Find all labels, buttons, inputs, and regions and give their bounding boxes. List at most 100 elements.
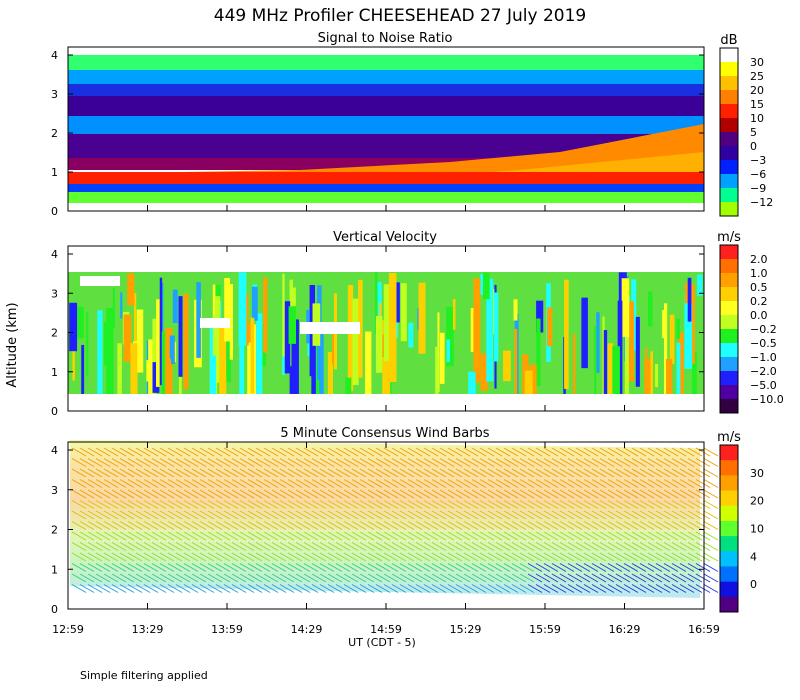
velocity-streak bbox=[692, 351, 697, 394]
wind-barb bbox=[95, 468, 111, 478]
wind-barb bbox=[447, 552, 463, 562]
velocity-streak bbox=[103, 321, 109, 365]
wind-barb bbox=[583, 458, 599, 467]
wind-barb bbox=[351, 531, 367, 541]
wind-barb bbox=[559, 531, 575, 541]
wind-barb bbox=[599, 479, 615, 488]
velocity-streak bbox=[654, 364, 659, 388]
velocity-streak bbox=[547, 307, 553, 347]
wind-barb bbox=[695, 563, 711, 572]
velocity-streak bbox=[446, 339, 451, 362]
wind-barb bbox=[535, 542, 551, 551]
wind-barb bbox=[551, 468, 567, 478]
velocity-streak bbox=[446, 306, 454, 367]
wind-barb bbox=[311, 510, 327, 520]
wind-barb bbox=[87, 468, 103, 478]
wind-barb bbox=[199, 510, 215, 520]
velocity-colorbar-swatch bbox=[720, 329, 738, 344]
velocity-y-tick-label: 4 bbox=[51, 248, 58, 261]
wind-barb bbox=[399, 468, 415, 478]
wind-barb bbox=[687, 510, 703, 520]
wind-barb bbox=[119, 500, 135, 509]
wind-barb bbox=[127, 510, 143, 520]
wind-barb bbox=[375, 542, 391, 551]
wind-barb bbox=[671, 500, 687, 509]
wind-barb bbox=[343, 479, 359, 488]
wind-barb bbox=[423, 489, 439, 499]
velocity-streak bbox=[284, 301, 291, 374]
wind-barb bbox=[567, 531, 583, 541]
wind-barb bbox=[679, 500, 695, 509]
wind-barb bbox=[671, 510, 687, 520]
wind-barb bbox=[423, 510, 439, 520]
wind-barb bbox=[143, 584, 159, 593]
barbs-colorbar-swatch bbox=[720, 596, 738, 613]
wind-barb bbox=[175, 542, 191, 551]
velocity-gap bbox=[200, 318, 230, 328]
wind-barb bbox=[71, 552, 87, 562]
wind-barb bbox=[111, 468, 127, 478]
wind-barb bbox=[439, 447, 455, 457]
wind-barb bbox=[551, 510, 567, 520]
wind-barb bbox=[615, 447, 631, 457]
wind-barb bbox=[239, 552, 255, 562]
wind-barb bbox=[183, 500, 199, 509]
wind-barb bbox=[95, 563, 111, 572]
wind-barb bbox=[215, 584, 231, 593]
wind-barb bbox=[375, 479, 391, 488]
velocity-streak bbox=[127, 273, 135, 306]
wind-barb bbox=[415, 447, 431, 457]
wind-barb bbox=[495, 500, 511, 509]
wind-barb bbox=[655, 489, 671, 499]
wind-barb bbox=[303, 573, 319, 583]
velocity-streak bbox=[648, 291, 653, 327]
wind-barb bbox=[159, 573, 175, 583]
wind-barb bbox=[535, 468, 551, 478]
wind-barb bbox=[495, 479, 511, 488]
wind-barb bbox=[311, 458, 327, 467]
wind-barb bbox=[447, 510, 463, 520]
wind-barb bbox=[359, 479, 375, 488]
wind-barb bbox=[415, 489, 431, 499]
wind-barb bbox=[327, 542, 343, 551]
wind-barb bbox=[335, 447, 351, 457]
wind-barb bbox=[359, 489, 375, 499]
velocity-streak bbox=[327, 352, 334, 394]
wind-barb bbox=[535, 531, 551, 541]
snr-colorbar-label: −9 bbox=[750, 182, 766, 195]
wind-barb bbox=[583, 468, 599, 478]
wind-barb bbox=[127, 584, 143, 593]
barbs-title: 5 Minute Consensus Wind Barbs bbox=[280, 426, 489, 441]
wind-barb bbox=[247, 489, 263, 499]
wind-barb bbox=[471, 584, 487, 593]
wind-barb bbox=[79, 584, 95, 593]
wind-barb bbox=[607, 447, 623, 457]
snr-colorbar-swatch bbox=[720, 76, 738, 91]
wind-barb bbox=[471, 468, 487, 478]
velocity-streak bbox=[483, 272, 490, 300]
x-tick-label: 14:59 bbox=[370, 623, 402, 636]
wind-barb bbox=[431, 563, 447, 572]
wind-barb bbox=[279, 552, 295, 562]
wind-barb bbox=[487, 573, 503, 583]
wind-barb bbox=[223, 458, 239, 467]
wind-barb bbox=[679, 531, 695, 541]
velocity-colorbar-label: 0.0 bbox=[750, 309, 768, 322]
wind-barb bbox=[607, 584, 623, 593]
wind-barb bbox=[223, 584, 239, 593]
wind-barb bbox=[599, 552, 615, 562]
wind-barb bbox=[407, 479, 423, 488]
wind-barb bbox=[255, 573, 271, 583]
wind-barb bbox=[87, 479, 103, 488]
wind-barb bbox=[327, 521, 343, 530]
wind-barb bbox=[559, 563, 575, 572]
wind-barb bbox=[583, 552, 599, 562]
wind-barb bbox=[463, 552, 479, 562]
velocity-streak bbox=[678, 332, 684, 394]
wind-barb bbox=[687, 458, 703, 467]
wind-barb bbox=[359, 552, 375, 562]
wind-barb bbox=[567, 510, 583, 520]
wind-barb bbox=[103, 447, 119, 457]
wind-barb bbox=[295, 521, 311, 530]
wind-barb bbox=[279, 563, 295, 572]
